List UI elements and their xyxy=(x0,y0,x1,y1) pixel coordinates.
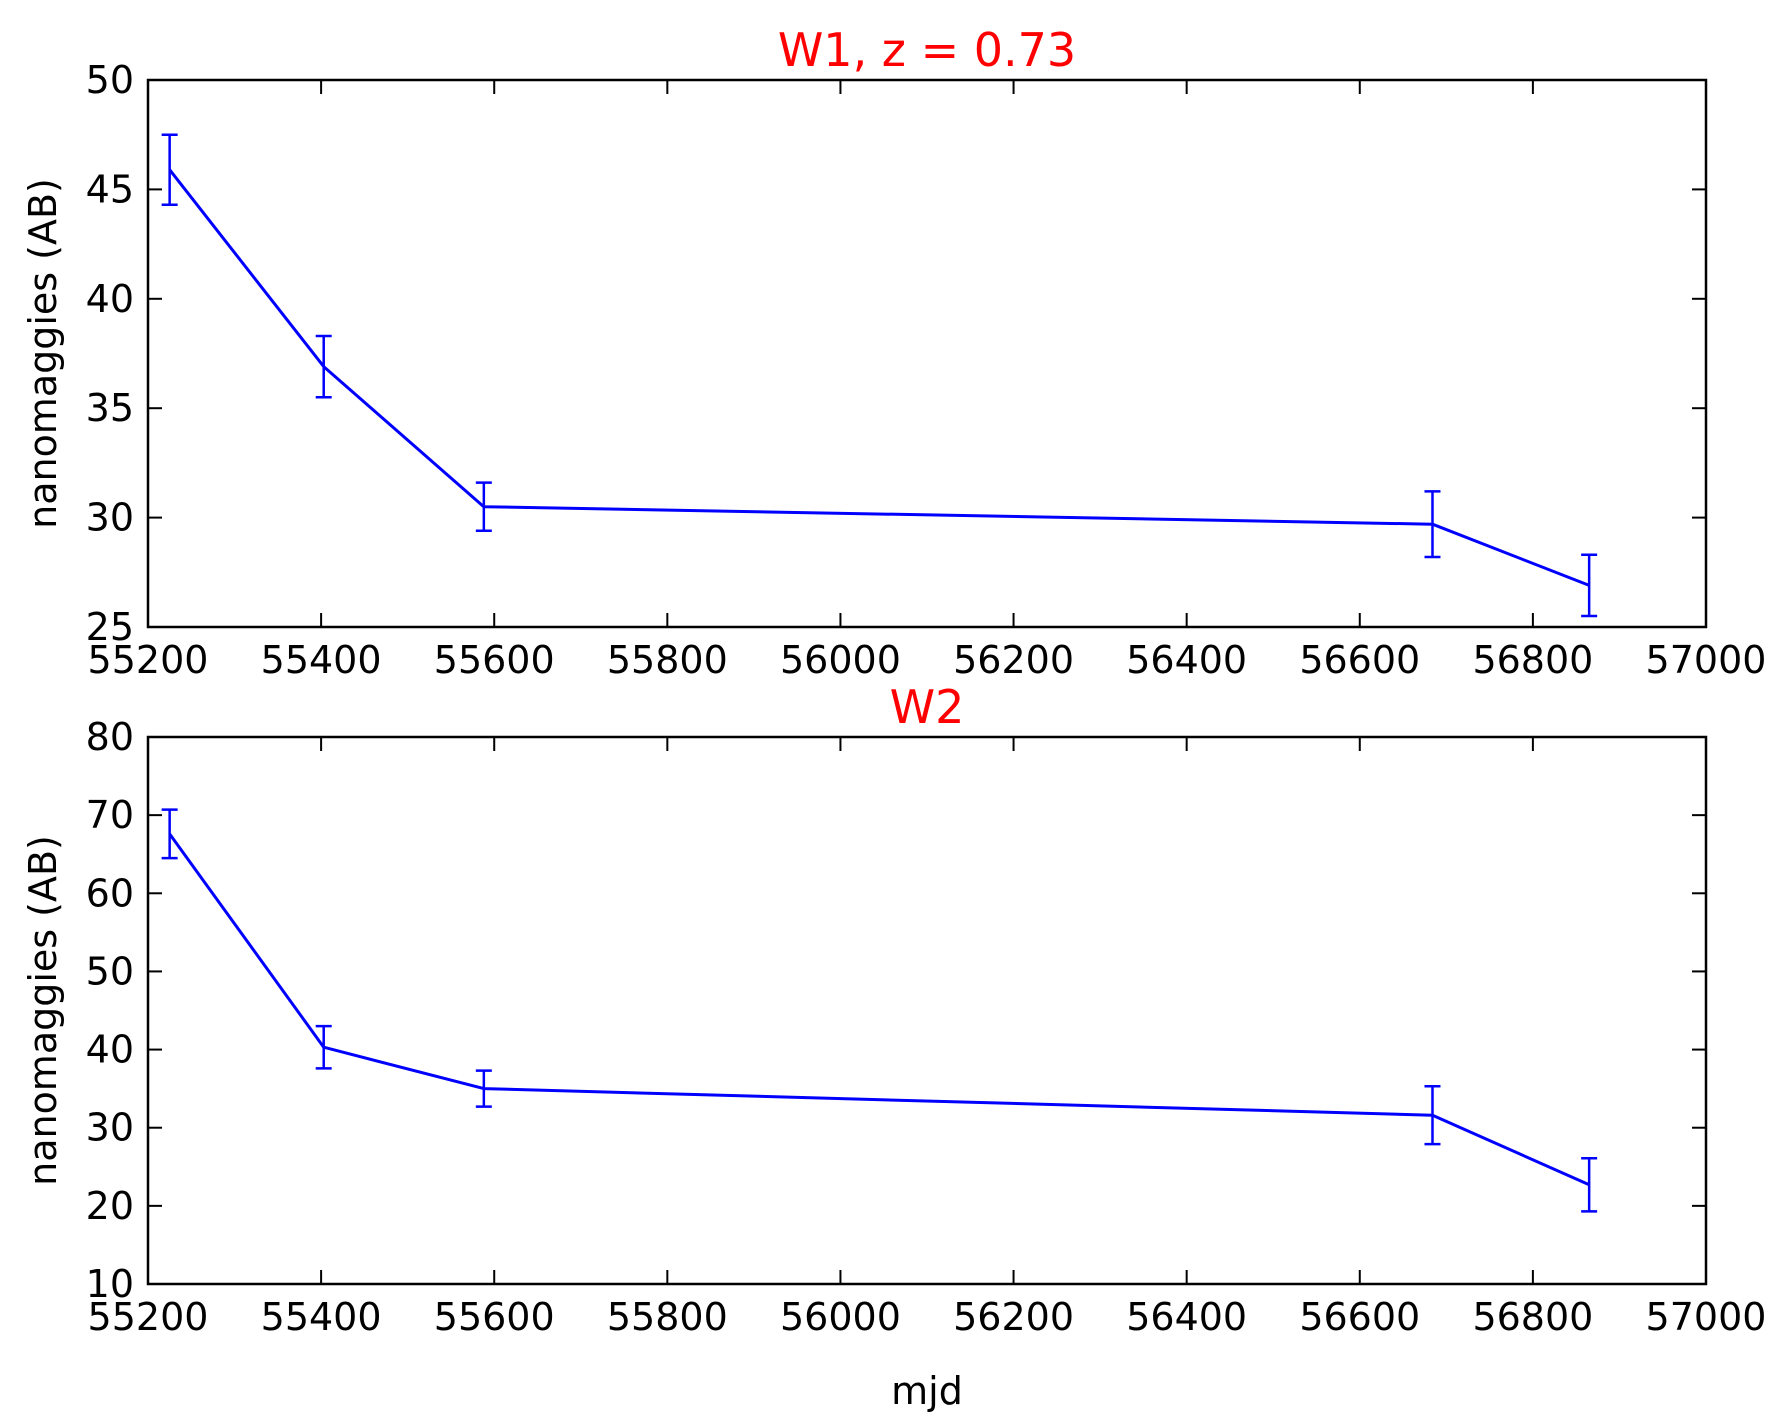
y-tick-label: 10 xyxy=(86,1262,134,1306)
x-tick-label: 56800 xyxy=(1472,638,1593,682)
error-bar xyxy=(315,1024,332,1070)
y-tick-label: 45 xyxy=(86,167,134,211)
chart-title: W1, z = 0.73 xyxy=(778,23,1076,77)
x-tick-label: 55400 xyxy=(261,638,382,682)
y-tick-label: 30 xyxy=(86,496,134,540)
x-tick-label: 55200 xyxy=(88,638,209,682)
x-tick-label: 56200 xyxy=(953,1295,1074,1339)
y-tick-label: 25 xyxy=(86,605,134,649)
x-tick-label: 55200 xyxy=(88,1295,209,1339)
x-tick-label: 56200 xyxy=(953,638,1074,682)
x-tick-label: 55400 xyxy=(261,1295,382,1339)
w1-panel: 55200 55400 55600 55800 56000 56200 56400 56600… xyxy=(21,23,1766,682)
y-tick-label: 50 xyxy=(86,949,134,993)
series-line xyxy=(168,168,1590,587)
error-bar xyxy=(1581,553,1598,618)
y-tick-label: 60 xyxy=(86,871,134,915)
y-tick-label: 80 xyxy=(86,715,134,759)
y-tick-label: 70 xyxy=(86,793,134,837)
error-bar xyxy=(475,481,492,532)
error-bar xyxy=(1424,1085,1441,1146)
y-tick-label: 40 xyxy=(86,277,134,321)
x-tick-label: 55800 xyxy=(607,638,728,682)
x-axis-label: mjd xyxy=(891,1369,963,1413)
error-bar xyxy=(161,808,178,860)
x-tick-label: 55600 xyxy=(434,638,555,682)
y-tick-label: 35 xyxy=(86,386,134,430)
plot-frame xyxy=(146,735,1708,1286)
x-tick-label: 56400 xyxy=(1126,1295,1247,1339)
x-tick-label: 55600 xyxy=(434,1295,555,1339)
x-tick-label: 56000 xyxy=(780,1295,901,1339)
y-tick-label: 50 xyxy=(86,58,134,102)
x-tick-label: 56000 xyxy=(780,638,901,682)
x-tick-label: 56600 xyxy=(1299,1295,1420,1339)
w2-panel: 55200 55400 55600 55800 56000 56200 56400 56600… xyxy=(21,680,1766,1413)
y-tick-label: 40 xyxy=(86,1028,134,1072)
x-tick-label: 56400 xyxy=(1126,638,1247,682)
error-bar xyxy=(1581,1156,1598,1213)
error-bar xyxy=(1424,490,1441,559)
x-tick-label: 57000 xyxy=(1646,638,1767,682)
y-axis-label: nanomaggies (AB) xyxy=(21,835,65,1186)
x-tick-label: 57000 xyxy=(1646,1295,1767,1339)
x-tick-label: 55800 xyxy=(607,1295,728,1339)
error-bar xyxy=(475,1069,492,1108)
x-tick-label: 56600 xyxy=(1299,638,1420,682)
error-bar xyxy=(315,334,332,399)
x-tick-label: 56800 xyxy=(1472,1295,1593,1339)
chart-title: W2 xyxy=(890,680,965,734)
series-line xyxy=(168,833,1590,1187)
y-tick-label: 30 xyxy=(86,1106,134,1150)
y-axis-label: nanomaggies (AB) xyxy=(21,178,65,529)
plot-frame xyxy=(146,78,1708,629)
error-bar xyxy=(161,133,178,206)
y-tick-label: 20 xyxy=(86,1184,134,1228)
